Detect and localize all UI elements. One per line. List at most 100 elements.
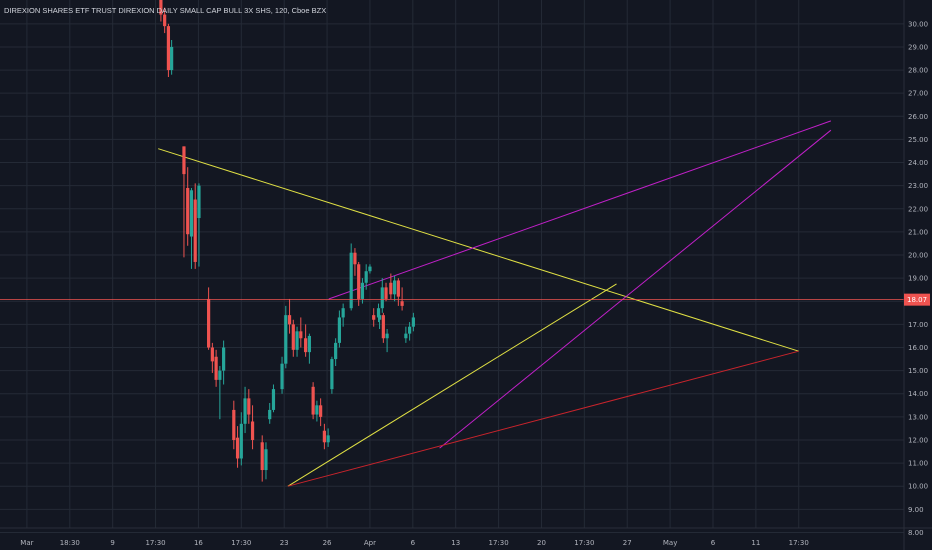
time-axis[interactable]: 18:30Mar18:30917:301617:302326Apr61317:3… <box>0 527 932 547</box>
candle <box>389 273 393 299</box>
candle <box>235 426 240 468</box>
candlestick-series <box>159 0 415 482</box>
candle-body <box>360 282 365 299</box>
x-tick-label: 17:30 <box>231 539 251 547</box>
candle-body <box>264 449 268 471</box>
candle-body <box>170 46 174 71</box>
candle-body <box>364 271 368 283</box>
candle <box>400 287 404 311</box>
candle-body <box>210 347 214 362</box>
candle-body <box>389 282 393 295</box>
candle-body <box>239 423 243 459</box>
candle-body <box>404 333 408 339</box>
y-tick-label: 8.00 <box>908 529 924 537</box>
candle-body <box>341 308 345 318</box>
candle <box>159 0 163 22</box>
candle-body <box>337 317 341 343</box>
candle <box>385 329 389 353</box>
candle-body <box>189 190 194 237</box>
candle <box>207 287 211 350</box>
last-price-tag <box>904 293 930 306</box>
x-tick-label: 20 <box>537 539 546 547</box>
candle <box>197 183 201 267</box>
candle-body <box>400 301 404 306</box>
candle <box>368 264 372 274</box>
candle <box>393 275 397 302</box>
candle <box>218 366 222 420</box>
x-tick-label: 13 <box>451 539 460 547</box>
candle <box>170 40 174 75</box>
candle <box>396 278 400 306</box>
y-tick-label: 15.00 <box>908 367 928 375</box>
x-tick-label: 18:30 <box>60 539 80 547</box>
trend-line-magenta_channel_bottom <box>439 129 832 449</box>
candle-body <box>193 199 197 262</box>
candle <box>349 243 353 311</box>
candle <box>319 398 323 427</box>
x-tick-label: 6 <box>711 539 716 547</box>
candle <box>284 305 288 369</box>
candle <box>166 23 171 77</box>
candle-body <box>280 363 284 390</box>
candle-body <box>222 347 226 371</box>
candle <box>210 342 214 373</box>
candle <box>334 338 338 366</box>
candle-body <box>353 252 357 265</box>
candle <box>186 167 190 246</box>
y-tick-label: 27.00 <box>908 90 928 98</box>
x-tick-label: 11 <box>751 539 760 547</box>
y-tick-label: 10.00 <box>908 483 928 491</box>
y-tick-label: 29.00 <box>908 43 928 51</box>
candle-body <box>304 338 308 353</box>
candle <box>291 319 295 357</box>
candle <box>280 356 284 394</box>
candle-body <box>330 359 334 390</box>
y-tick-label: 25.00 <box>908 136 928 144</box>
candle <box>222 340 226 385</box>
candle <box>264 442 268 480</box>
candle-body <box>214 356 218 380</box>
candle <box>311 382 315 420</box>
candle <box>239 412 243 466</box>
trend-lines <box>158 120 832 487</box>
candle <box>411 312 415 332</box>
candle-body <box>284 315 288 364</box>
candle-body <box>218 370 222 380</box>
candle <box>163 7 167 34</box>
candle-body <box>384 287 388 299</box>
candle-body <box>315 405 319 415</box>
y-tick-label: 30.00 <box>908 20 928 28</box>
candle-body <box>376 308 381 318</box>
candle-body <box>243 398 247 424</box>
candle <box>304 324 308 357</box>
candle-body <box>182 146 186 175</box>
candle-body <box>381 315 385 339</box>
candle-body <box>268 409 272 420</box>
candle-body <box>311 386 315 415</box>
trend-line-red_support <box>287 350 799 487</box>
candle <box>322 423 326 450</box>
candle-body <box>368 266 372 272</box>
y-tick-label: 13.00 <box>908 413 928 421</box>
candle-body <box>326 435 330 443</box>
y-tick-label: 28.00 <box>908 67 928 75</box>
candle <box>250 405 255 450</box>
x-tick-label: 17:30 <box>574 539 594 547</box>
candle-body <box>385 333 389 339</box>
candle-body <box>357 264 361 299</box>
x-tick-label: 17:30 <box>488 539 508 547</box>
candle-body <box>393 280 397 295</box>
candle-body <box>186 187 190 235</box>
price-axis[interactable]: 8.00 9.00 10.00 11.00 12.00 13.00 14.00 15.00 16… <box>903 0 930 550</box>
candle-body <box>260 442 264 471</box>
candle <box>404 326 408 343</box>
candle <box>315 400 319 422</box>
y-tick-label: 26.00 <box>908 113 928 121</box>
candle <box>268 402 272 424</box>
candle-body <box>166 26 171 71</box>
y-tick-label: 24.00 <box>908 159 928 167</box>
y-tick-label: 9.00 <box>908 506 924 514</box>
candle <box>247 389 251 424</box>
y-tick-label: 11.00 <box>908 460 928 468</box>
candle-body <box>349 252 353 309</box>
